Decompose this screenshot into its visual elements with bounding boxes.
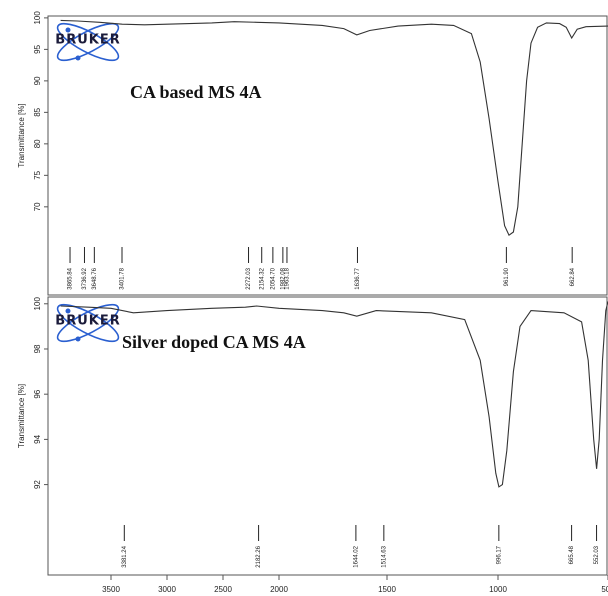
x-tick-label: 1000 bbox=[489, 585, 507, 594]
logo-dot bbox=[65, 308, 71, 314]
y-tick-label: 85 bbox=[33, 107, 42, 116]
peak-label: 1636.77 bbox=[355, 267, 361, 289]
y-tick-label: 98 bbox=[33, 344, 42, 353]
peak-label: 2054.70 bbox=[270, 267, 276, 289]
bruker-logo: BRUKER bbox=[55, 303, 120, 343]
y-axis-label: Transmittance [%] bbox=[17, 384, 26, 448]
peak-label: 996.17 bbox=[496, 545, 502, 564]
peak-label: 665.48 bbox=[569, 545, 575, 564]
peak-label: 2154.32 bbox=[259, 267, 265, 289]
peak-label: 2272.03 bbox=[246, 267, 252, 289]
peak-label: 1514.63 bbox=[381, 545, 387, 567]
peak-label: 3648.76 bbox=[92, 267, 98, 289]
y-axis-label: Transmittance [%] bbox=[17, 103, 26, 167]
peak-label: 552.03 bbox=[594, 545, 600, 564]
x-tick-label: 3000 bbox=[158, 585, 176, 594]
peak-label: 961.90 bbox=[504, 267, 510, 286]
y-tick-label: 75 bbox=[33, 170, 42, 179]
y-tick-label: 80 bbox=[33, 139, 42, 148]
peak-label: 3401.78 bbox=[120, 267, 126, 289]
peak-label: 1982.08 bbox=[280, 267, 286, 289]
logo-orbit bbox=[56, 22, 120, 62]
peak-label: 3381.24 bbox=[122, 545, 128, 567]
y-tick-label: 90 bbox=[33, 76, 42, 85]
peak-label: 3736.92 bbox=[82, 267, 88, 289]
x-tick-label: 2500 bbox=[214, 585, 232, 594]
peak-label: 1644.02 bbox=[353, 545, 359, 567]
logo-orbit bbox=[56, 303, 120, 343]
x-tick-label: 3500 bbox=[102, 585, 120, 594]
peak-label: 3865.84 bbox=[68, 267, 74, 289]
chart-title: Silver doped CA MS 4A bbox=[122, 332, 306, 352]
peak-label: 662.84 bbox=[570, 267, 576, 286]
x-tick-label: 500 bbox=[601, 585, 608, 594]
logo-dot bbox=[65, 27, 71, 33]
chart-title: CA based MS 4A bbox=[130, 82, 262, 102]
x-tick-label: 2000 bbox=[270, 585, 288, 594]
y-tick-label: 95 bbox=[33, 44, 42, 53]
plot-frame bbox=[47, 15, 608, 296]
y-tick-label: 94 bbox=[33, 434, 42, 443]
logo-text: BRUKER bbox=[55, 314, 120, 329]
y-tick-label: 92 bbox=[33, 480, 42, 489]
y-tick-label: 96 bbox=[33, 389, 42, 398]
y-tick-label: 70 bbox=[33, 202, 42, 211]
logo-dot bbox=[75, 55, 81, 61]
bruker-logo: BRUKER bbox=[55, 22, 120, 62]
logo-orbit bbox=[56, 303, 120, 343]
spectrum-line bbox=[60, 301, 608, 488]
y-tick-label: 100 bbox=[33, 297, 42, 311]
y-tick-label: 100 bbox=[33, 11, 42, 25]
logo-text: BRUKER bbox=[55, 33, 120, 48]
peak-label: 1963.18 bbox=[285, 267, 291, 289]
peak-label: 2182.26 bbox=[256, 545, 262, 567]
logo-dot bbox=[75, 336, 81, 342]
x-tick-label: 1500 bbox=[378, 585, 396, 594]
logo-orbit bbox=[56, 22, 120, 62]
plot-frame bbox=[47, 296, 608, 576]
spectrum-line bbox=[60, 19, 608, 237]
